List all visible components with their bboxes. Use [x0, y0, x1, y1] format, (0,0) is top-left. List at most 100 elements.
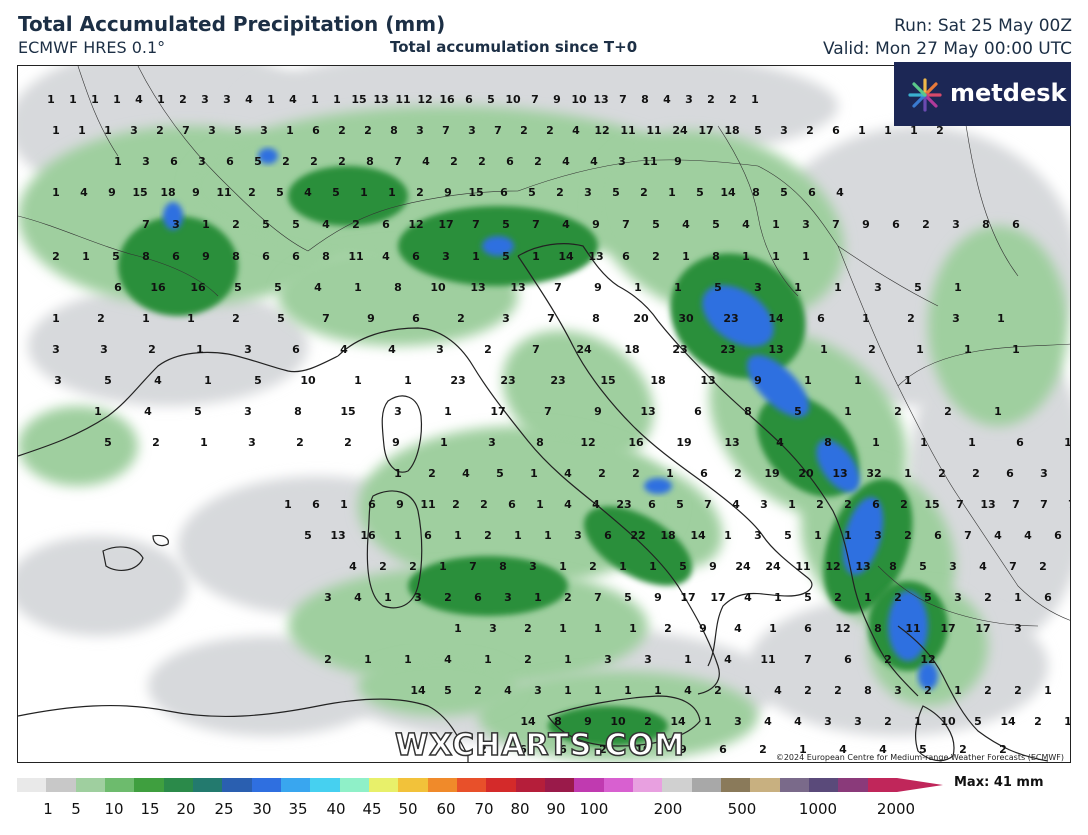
station-value: 17 [438, 218, 453, 231]
legend-swatch [193, 778, 223, 792]
station-value: 5 [919, 743, 927, 756]
station-value: 7 [964, 529, 972, 542]
legend-tick-70: 70 [474, 800, 494, 818]
station-value: 2 [364, 124, 372, 137]
legend-swatch [46, 778, 77, 792]
station-value: 6 [226, 155, 234, 168]
station-value: 6 [292, 343, 300, 356]
station-value: 2 [1014, 684, 1022, 697]
station-value: 22 [630, 529, 645, 542]
station-value: 3 [324, 591, 332, 604]
station-value: 2 [734, 467, 742, 480]
station-value: 10 [635, 743, 651, 756]
station-value: 1 [954, 684, 962, 697]
station-value: 3 [100, 343, 108, 356]
station-value: 9 [594, 281, 602, 294]
station-value: 3 [416, 124, 424, 137]
station-value: 13 [768, 343, 783, 356]
station-value: 14 [720, 186, 736, 199]
station-value: 7 [554, 281, 562, 294]
station-value: 14 [768, 312, 784, 325]
legend-swatch [691, 778, 722, 792]
coast-italy-west [337, 327, 720, 695]
station-value: 2 [156, 124, 164, 137]
station-value: 3 [248, 436, 256, 449]
station-value: 8 [554, 715, 562, 728]
station-value: 6 [832, 124, 840, 137]
station-value: 4 [572, 124, 580, 137]
station-value: 6 [519, 743, 527, 756]
station-value: 13 [640, 405, 655, 418]
station-value: 4 [682, 218, 690, 231]
station-value: 1 [619, 560, 627, 573]
station-value: 8 [142, 250, 150, 263]
station-value: 12 [580, 436, 595, 449]
station-value: 10 [430, 281, 446, 294]
station-value: 4 [776, 436, 784, 449]
station-value: 14 [410, 684, 426, 697]
station-value: 4 [340, 343, 348, 356]
station-value: 1 [440, 436, 448, 449]
station-value: 2 [409, 560, 417, 573]
station-value: 2 [894, 591, 902, 604]
station-value: 5 [914, 281, 922, 294]
station-value: 2 [884, 715, 892, 728]
station-value: 1 [910, 124, 918, 137]
station-value: 2 [868, 343, 876, 356]
station-value: 2 [520, 124, 528, 137]
station-value: 12 [594, 124, 609, 137]
station-value: 7 [532, 343, 540, 356]
station-value: 7 [1009, 560, 1017, 573]
station-value: 9 [592, 218, 600, 231]
station-value: 3 [574, 529, 582, 542]
station-value: 1 [94, 405, 102, 418]
legend-tick-50: 50 [398, 800, 418, 818]
station-value: 2 [296, 436, 304, 449]
station-value: 1 [649, 560, 657, 573]
station-value: 1 [724, 529, 732, 542]
legend-swatch [603, 778, 634, 792]
coast-menorca [152, 534, 169, 547]
station-value: 2 [907, 312, 915, 325]
station-value: 3 [1014, 622, 1022, 635]
station-value: 2 [148, 343, 156, 356]
station-value: 9 [396, 498, 404, 511]
station-value: 1 [862, 312, 870, 325]
station-value: 13 [510, 281, 525, 294]
legend-tick-90: 90 [546, 800, 566, 818]
station-value: 1 [394, 529, 402, 542]
station-value: 6 [804, 622, 812, 635]
station-value: 18 [624, 343, 639, 356]
station-value: 2 [598, 467, 606, 480]
station-value: 6 [312, 124, 320, 137]
rain-area [746, 354, 810, 418]
station-value: 9 [679, 743, 687, 756]
station-value: 4 [135, 93, 143, 106]
station-value: 1 [52, 186, 60, 199]
station-value: 3 [201, 93, 209, 106]
station-value: 1 [78, 124, 86, 137]
chart-title: Total Accumulated Precipitation (mm) [18, 12, 446, 36]
station-value: 3 [502, 312, 510, 325]
station-value: 4 [994, 529, 1002, 542]
station-value: 2 [444, 591, 452, 604]
station-value: 23 [450, 374, 465, 387]
station-value: 11 [620, 124, 635, 137]
station-value: 1 [964, 343, 972, 356]
station-value: 6 [559, 743, 567, 756]
station-value: 7 [322, 312, 330, 325]
station-value: 8 [322, 250, 330, 263]
station-value: 9 [392, 436, 400, 449]
station-value: 2 [640, 186, 648, 199]
station-value: 3 [754, 281, 762, 294]
station-value: 7 [619, 93, 627, 106]
station-value: 3 [244, 405, 252, 418]
station-value: 1 [654, 684, 662, 697]
station-value: 7 [182, 124, 190, 137]
legend-swatch [545, 778, 575, 792]
station-value: 5 [502, 250, 510, 263]
station-value: 2 [922, 218, 930, 231]
station-value: 4 [562, 155, 570, 168]
legend-tick-1000: 1000 [798, 800, 838, 818]
station-value: 5 [974, 715, 982, 728]
